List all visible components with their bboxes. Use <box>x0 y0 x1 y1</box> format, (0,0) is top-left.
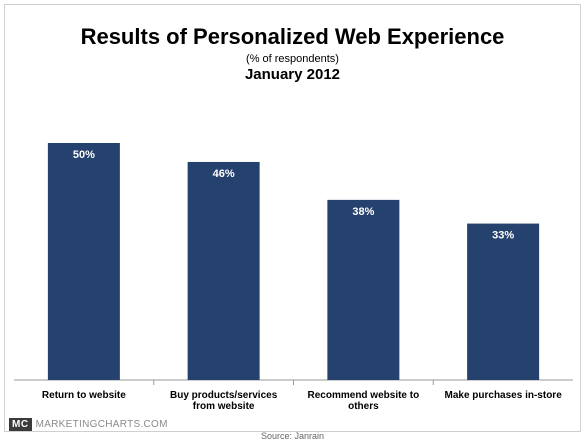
logo-text: MARKETINGCHARTS.COM <box>35 419 168 430</box>
bar <box>327 199 400 380</box>
source-note: Source: Janrain <box>260 431 325 441</box>
marketingcharts-logo: MC MARKETINGCHARTS.COM <box>9 418 168 431</box>
category-label: from website <box>193 401 255 412</box>
data-label: 38% <box>352 206 374 218</box>
bar <box>467 223 540 380</box>
data-label: 50% <box>73 149 95 161</box>
category-label: Recommend website to <box>308 390 420 401</box>
data-label: 33% <box>492 230 514 242</box>
chart-frame <box>4 4 581 432</box>
bar <box>47 143 120 380</box>
data-label: 46% <box>213 168 235 180</box>
category-label: Return to website <box>42 390 126 401</box>
mc-badge: MC <box>9 418 32 431</box>
category-label: others <box>348 401 379 412</box>
bar <box>187 161 260 380</box>
chart-period: January 2012 <box>244 66 341 83</box>
category-label: Buy products/services <box>170 390 278 401</box>
chart-subtitle: (% of respondents) <box>246 53 339 65</box>
category-label: Make purchases in-store <box>444 390 562 401</box>
chart-title: Results of Personalized Web Experience <box>80 24 505 49</box>
